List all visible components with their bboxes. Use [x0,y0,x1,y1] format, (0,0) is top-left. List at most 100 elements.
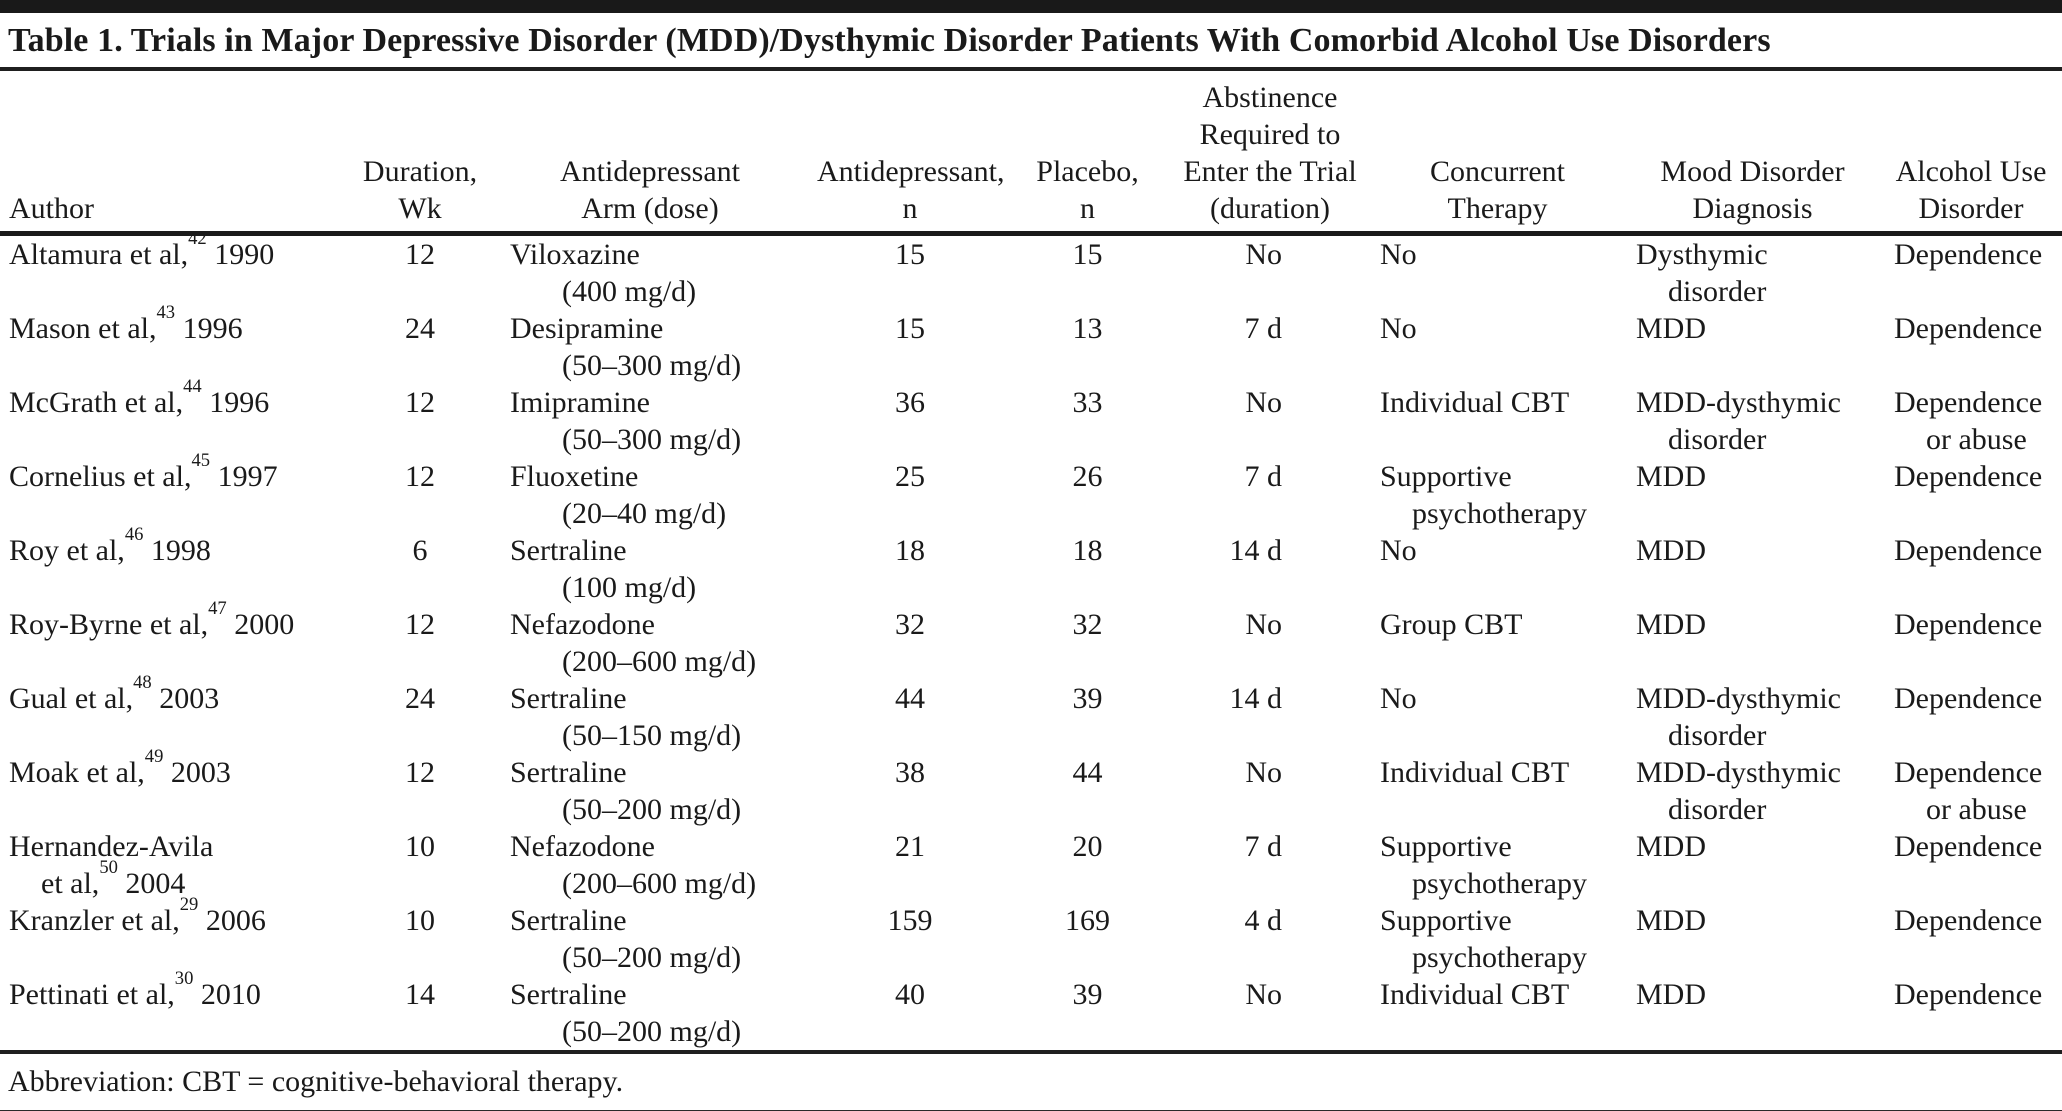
cell-line: 15 [895,238,925,271]
footnote-block: Abbreviation: CBT = cognitive-behavioral… [0,1050,2062,1111]
reference-superscript: 46 [124,523,144,545]
cell-line: 12 [405,756,435,789]
cell-antidepressant-arm: Imipramine (50–300 mg/d) [485,384,815,458]
reference-superscript: 49 [144,745,164,767]
cell-duration-wk: 24 [355,680,485,754]
cell-line: 44 [895,682,925,715]
cell-line: Fluoxetine [510,460,639,493]
header-line: Required to [1199,118,1341,151]
cell-line: Hernandez-Avila [9,830,214,863]
cell-concurrent-therapy: Individual CBT [1370,384,1625,458]
header-line: Placebo, [1036,155,1139,188]
cell-alcohol-use-disorder: Dependence [1880,606,2062,680]
cell-line: MDD-dysthymic [1636,682,1841,715]
cell-line: 32 [895,608,925,641]
reference-superscript: 30 [174,967,194,989]
cell-line: psychotherapy [1412,497,1587,530]
cell-author: Hernandez-Avila et al,50 2004 [0,828,355,902]
cell-alcohol-use-disorder: Dependence [1880,310,2062,384]
table-row: Hernandez-Avila et al,50 2004 10 Nefazodone… [0,828,2062,902]
cell-line: Viloxazine [510,238,640,271]
cell-antidepressant-arm: Sertraline (50–200 mg/d) [485,754,815,828]
cell-line: et al,50 2004 [41,856,186,900]
cell-line: or abuse [1926,423,2027,456]
cell-placebo-n: 26 [1005,458,1170,532]
cell-line: or abuse [1926,793,2027,826]
cell-concurrent-therapy: No [1370,310,1625,384]
abbreviation-footnote: Abbreviation: CBT = cognitive-behavioral… [8,1065,624,1098]
cell-line: MDD [1636,608,1707,641]
cell-antidepressant-n: 25 [815,458,1005,532]
header-line: Mood Disorder [1660,155,1845,188]
cell-alcohol-use-disorder: Dependence [1880,234,2062,311]
cell-placebo-n: 32 [1005,606,1170,680]
cell-line: MDD [1636,978,1707,1011]
cell-line: Roy-Byrne et al,47 2000 [9,597,295,641]
cell-antidepressant-n: 36 [815,384,1005,458]
cell-mood-disorder-diagnosis: MDD [1625,532,1880,606]
cell-author: Altamura et al,42 1990 [0,229,355,311]
cell-line: No [1245,978,1282,1011]
cell-antidepressant-arm: Sertraline (50–150 mg/d) [485,680,815,754]
cell-concurrent-therapy: No [1370,234,1625,311]
cell-line: Pettinati et al,30 2010 [9,967,261,1011]
cell-line: Individual CBT [1380,756,1570,789]
cell-line: 38 [895,756,925,789]
cell-mood-disorder-diagnosis: MDD-dysthymic disorder [1625,680,1880,754]
header-line: Therapy [1447,192,1548,225]
cell-line: Individual CBT [1380,978,1570,1011]
cell-placebo-n: 169 [1005,902,1170,976]
cell-author: Mason et al,43 1996 [0,301,355,384]
cell-antidepressant-n: 15 [815,234,1005,311]
column-header-abst: Abstinence Required to Enter the Trial (dur… [1170,71,1370,234]
cell-placebo-n: 33 [1005,384,1170,458]
cell-line: Sertraline [510,904,627,937]
cell-line: 12 [405,608,435,641]
cell-line: 14 d [1229,682,1283,715]
cell-line: 10 [405,830,435,863]
cell-line: Desipramine [510,312,664,345]
cell-duration-wk: 10 [355,902,485,976]
cell-antidepressant-arm: Sertraline (50–200 mg/d) [485,976,815,1050]
cell-line: 12 [405,460,435,493]
cell-antidepressant-arm: Nefazodone (200–600 mg/d) [485,606,815,680]
cell-dose-line: (20–40 mg/d) [562,497,727,530]
cell-line: 18 [1072,534,1103,567]
reference-superscript: 43 [156,301,176,323]
cell-line: 159 [887,904,933,937]
cell-line: Nefazodone [510,608,655,641]
cell-author: Cornelius et al,45 1997 [0,451,355,532]
cell-line: Dependence [1894,534,2043,567]
cell-mood-disorder-diagnosis: MDD [1625,976,1880,1050]
header-line: Enter the Trial [1183,155,1357,188]
cell-concurrent-therapy: Individual CBT [1370,976,1625,1050]
cell-dose-line: (200–600 mg/d) [562,867,757,900]
header-line: Antidepressant [560,155,740,188]
cell-line: Gual et al,48 2003 [9,671,220,715]
column-header-mood: Mood Disorder Diagnosis [1625,71,1880,234]
cell-antidepressant-n: 21 [815,828,1005,902]
cell-concurrent-therapy: Supportive psychotherapy [1370,828,1625,902]
cell-line: No [1380,238,1417,271]
cell-antidepressant-n: 38 [815,754,1005,828]
cell-duration-wk: 12 [355,606,485,680]
cell-mood-disorder-diagnosis: MDD [1625,606,1880,680]
header-line: Duration, [362,155,478,188]
cell-concurrent-therapy: Supportive psychotherapy [1370,458,1625,532]
cell-placebo-n: 39 [1005,976,1170,1050]
cell-alcohol-use-disorder: Dependence [1880,458,2062,532]
cell-line: Imipramine [510,386,650,419]
cell-line: Dependence [1894,756,2043,789]
cell-abstinence: 14 d [1170,532,1370,606]
header-line: Diagnosis [1692,192,1813,225]
cell-dose-line: (50–200 mg/d) [562,941,742,974]
column-header-duration: Duration, Wk [355,71,485,234]
cell-antidepressant-n: 44 [815,680,1005,754]
header-row: Author Duration, Wk Antidepressant Arm (dose… [0,71,2062,234]
cell-line: 12 [405,238,435,271]
cell-placebo-n: 15 [1005,234,1170,311]
cell-line: 7 d [1244,830,1283,863]
cell-line: Mason et al,43 1996 [9,301,243,345]
column-header-conc: Concurrent Therapy [1370,71,1625,234]
cell-line: 14 d [1229,534,1283,567]
